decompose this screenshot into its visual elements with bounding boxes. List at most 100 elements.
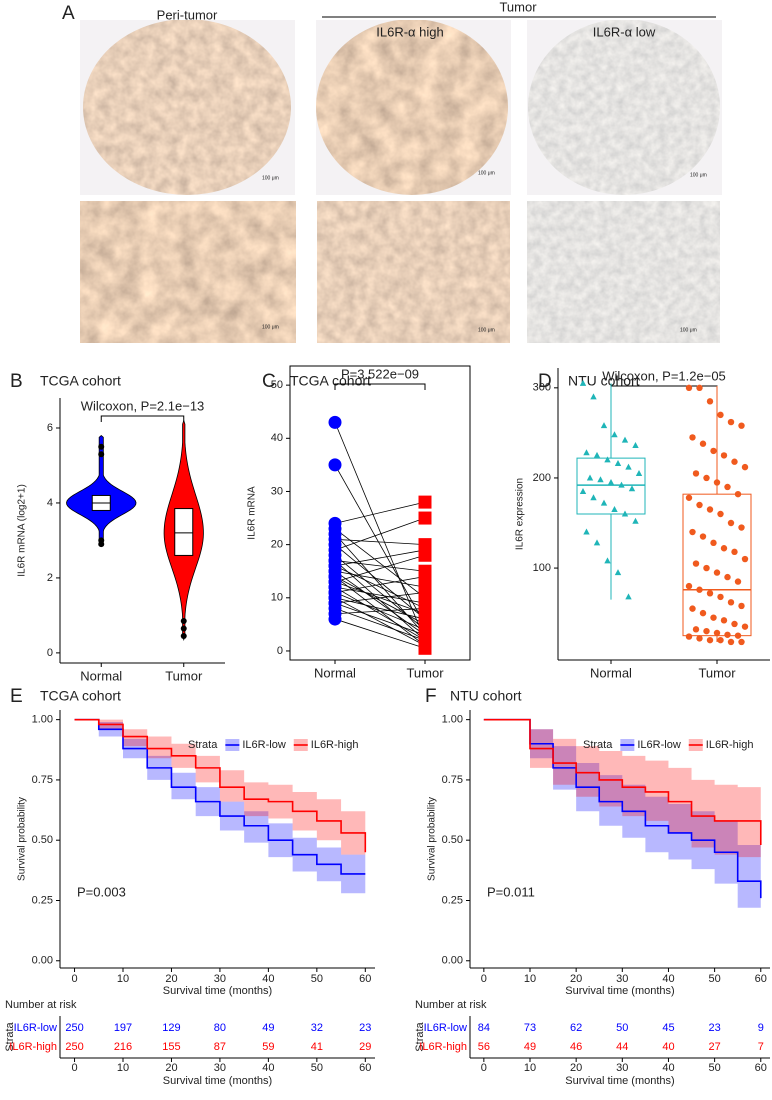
y-tick-label: 30 [271, 485, 283, 497]
survival-curve [483, 718, 762, 846]
y-axis-label: Survival probability [427, 797, 438, 881]
point [741, 555, 749, 563]
pair-line [334, 464, 426, 625]
point [635, 469, 643, 476]
point [328, 612, 342, 626]
x-tick-label: 40 [662, 973, 674, 985]
point [632, 517, 639, 524]
y-axis-label: Survival probability [17, 797, 28, 881]
y-axis-label: IL6R expression [515, 478, 526, 550]
point [685, 633, 693, 640]
point [727, 638, 735, 646]
y-tick-label: 0.75 [442, 774, 463, 786]
risk-count: 84 [478, 1022, 490, 1034]
point [727, 599, 735, 606]
pair-line [334, 597, 426, 646]
point [738, 602, 745, 610]
point [703, 474, 710, 482]
risk-x-tick-label: 10 [524, 1062, 536, 1074]
risk-count: 23 [359, 1022, 371, 1034]
risk-count: 9 [758, 1022, 764, 1034]
outlier [98, 451, 105, 458]
tissue-core [83, 20, 291, 195]
risk-table-y-label: Strata [4, 1021, 16, 1051]
pair-line [334, 560, 426, 572]
confidence-band [483, 719, 761, 920]
y-tick-label: 0.75 [32, 774, 53, 786]
point [604, 557, 611, 564]
x-tick-label: 50 [311, 973, 323, 985]
outlier [180, 618, 187, 625]
significance-bracket [100, 415, 185, 422]
point [611, 505, 618, 512]
risk-x-tick-label: 50 [708, 1062, 720, 1074]
point [689, 528, 696, 536]
point [418, 511, 432, 525]
point [611, 431, 618, 438]
point [685, 384, 693, 392]
y-tick-label: 1.00 [442, 714, 463, 726]
point [418, 495, 432, 509]
risk-x-tick-label: 40 [662, 1062, 674, 1074]
point [621, 436, 629, 443]
point [727, 418, 735, 426]
point [418, 570, 432, 584]
point [618, 481, 625, 488]
risk-count: 56 [478, 1041, 490, 1053]
y-tick-label: 2 [47, 572, 53, 584]
risk-count: 197 [114, 1022, 132, 1034]
pair-line [334, 422, 426, 641]
point [717, 593, 724, 601]
point [590, 393, 597, 400]
y-tick-label: 20 [271, 539, 283, 551]
risk-count: 7 [758, 1041, 764, 1053]
point [689, 605, 696, 612]
risk-count: 250 [65, 1022, 83, 1034]
point [583, 449, 590, 456]
risk-x-tick-label: 40 [262, 1062, 274, 1074]
point [586, 474, 594, 481]
point [418, 612, 432, 626]
pair-line [334, 586, 426, 641]
pair-line [334, 618, 426, 649]
x-tick-label: 10 [117, 973, 129, 985]
point [738, 638, 745, 646]
point [600, 499, 608, 506]
p-value: P=0.003 [77, 884, 126, 899]
chart-title: TCGA cohort [290, 373, 371, 389]
x-tick-label: Normal [314, 665, 356, 680]
tissue-image [317, 201, 510, 343]
point [685, 582, 693, 590]
risk-table-title: Number at risk [5, 999, 77, 1011]
panel-label: B [10, 371, 23, 392]
chart-title: TCGA cohort [40, 688, 121, 704]
risk-count: 250 [65, 1041, 83, 1053]
x-axis-label: Survival time (months) [565, 985, 674, 997]
legend-title: Strata [583, 739, 613, 751]
point [727, 519, 735, 527]
pair-line [334, 549, 426, 567]
pair-line [334, 501, 426, 524]
y-axis-label: IL6R mRNA [247, 486, 258, 540]
risk-count: 129 [162, 1022, 180, 1034]
x-tick-label: 60 [755, 973, 767, 985]
risk-row-label: IL6R-high [419, 1041, 467, 1053]
point [706, 590, 714, 597]
risk-count: 216 [114, 1041, 132, 1053]
panel-label: A [62, 3, 75, 24]
point [699, 533, 707, 540]
point [731, 458, 738, 465]
point [724, 483, 731, 491]
y-tick-label: 200 [533, 472, 551, 484]
point [590, 494, 597, 501]
chart-title: TCGA cohort [40, 373, 121, 389]
y-tick-label: 0.00 [442, 955, 463, 967]
outlier [180, 633, 187, 640]
scale-bar-label: 100 μm [262, 175, 279, 181]
point [328, 415, 342, 429]
point [696, 501, 703, 509]
risk-count: 62 [570, 1022, 582, 1034]
point [579, 487, 587, 494]
